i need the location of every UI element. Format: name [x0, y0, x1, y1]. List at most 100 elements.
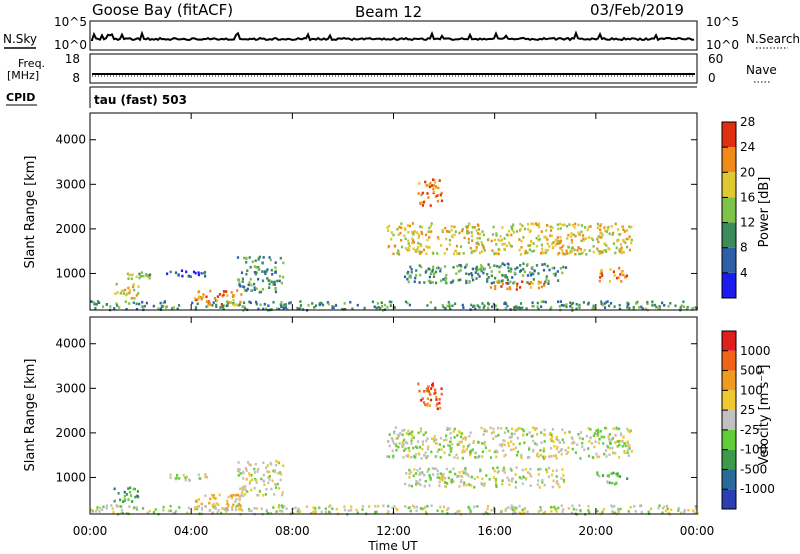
data-cell: [400, 239, 403, 242]
data-cell: [537, 238, 540, 242]
data-cell: [497, 433, 500, 437]
data-cell: [414, 456, 417, 459]
data-cell: [314, 507, 317, 510]
data-cell: [526, 263, 529, 266]
data-cell: [406, 277, 409, 281]
data-cell: [562, 508, 565, 511]
data-cell: [427, 445, 430, 448]
data-cell: [248, 473, 251, 477]
data-cell: [407, 446, 410, 450]
data-cell: [105, 303, 108, 306]
data-cell: [551, 485, 554, 489]
data-cell: [355, 508, 358, 512]
data-cell: [415, 505, 419, 509]
data-cell: [186, 511, 189, 515]
data-cell: [495, 483, 498, 487]
data-cell: [242, 285, 245, 288]
data-cell: [482, 433, 485, 436]
data-cell: [274, 266, 277, 269]
data-cell: [273, 493, 276, 496]
colorbar-tick-label: -25: [740, 423, 760, 437]
data-cell: [214, 497, 217, 500]
data-cell: [216, 295, 219, 298]
data-cell: [450, 225, 453, 228]
data-cell: [537, 510, 540, 513]
data-cell: [446, 428, 449, 431]
data-cell: [250, 474, 253, 477]
data-cell: [146, 511, 149, 515]
data-cell: [501, 226, 504, 229]
data-cell: [497, 252, 500, 256]
data-cell: [474, 307, 477, 311]
data-cell: [274, 271, 277, 274]
data-cell: [239, 300, 242, 304]
data-cell: [407, 239, 410, 243]
data-cell: [255, 265, 258, 269]
data-cell: [420, 265, 423, 269]
data-cell: [414, 453, 417, 456]
data-cell: [617, 228, 620, 231]
data-cell: [585, 434, 588, 438]
data-cell: [462, 448, 465, 452]
data-cell: [400, 245, 404, 249]
colorbar-swatch: [722, 197, 736, 223]
data-cell: [138, 272, 141, 276]
data-cell: [542, 447, 545, 450]
data-cell: [373, 305, 376, 309]
data-cell: [426, 238, 429, 242]
data-cell: [409, 509, 412, 513]
data-cell: [615, 426, 618, 430]
colorbar-swatch: [722, 272, 736, 298]
data-cell: [465, 281, 468, 285]
data-cell: [458, 471, 461, 474]
data-cell: [257, 256, 260, 260]
data-cell: [669, 302, 672, 305]
data-cell: [425, 252, 428, 255]
data-cell: [418, 389, 421, 393]
data-cell: [619, 250, 622, 254]
data-cell: [498, 265, 501, 269]
data-cell: [465, 483, 468, 487]
data-cell: [562, 252, 565, 256]
data-cell: [129, 486, 132, 490]
data-cell: [187, 506, 190, 510]
data-cell: [543, 262, 546, 266]
data-cell: [250, 283, 253, 287]
data-cell: [483, 267, 486, 270]
data-cell: [501, 443, 504, 446]
data-cell: [427, 184, 430, 188]
data-cell: [600, 300, 603, 303]
data-cell: [239, 285, 242, 288]
data-cell: [449, 432, 452, 435]
data-cell: [554, 454, 557, 457]
data-cell: [191, 301, 194, 305]
data-cell: [445, 277, 448, 280]
data-cell: [471, 225, 474, 229]
data-cell: [199, 295, 202, 299]
data-cell: [445, 273, 448, 277]
data-cell: [627, 454, 630, 457]
data-cell: [231, 505, 234, 509]
data-cell: [628, 444, 631, 447]
data-cell: [524, 249, 527, 253]
data-cell: [417, 452, 420, 455]
data-cell: [255, 481, 258, 484]
data-cell: [395, 444, 398, 448]
data-cell: [267, 304, 270, 307]
data-cell: [458, 430, 461, 433]
data-cell: [264, 307, 268, 311]
data-cell: [523, 441, 526, 445]
data-cell: [537, 222, 541, 226]
data-cell: [611, 505, 614, 509]
data-cell: [501, 262, 504, 265]
data-cell: [559, 267, 562, 270]
data-cell: [262, 494, 265, 497]
data-cell: [232, 298, 235, 302]
data-cell: [591, 307, 594, 310]
data-cell: [550, 306, 553, 309]
data-cell: [327, 510, 330, 514]
data-cell: [441, 304, 444, 307]
data-cell: [284, 306, 287, 309]
data-cell: [419, 507, 422, 510]
data-cell: [508, 229, 511, 233]
